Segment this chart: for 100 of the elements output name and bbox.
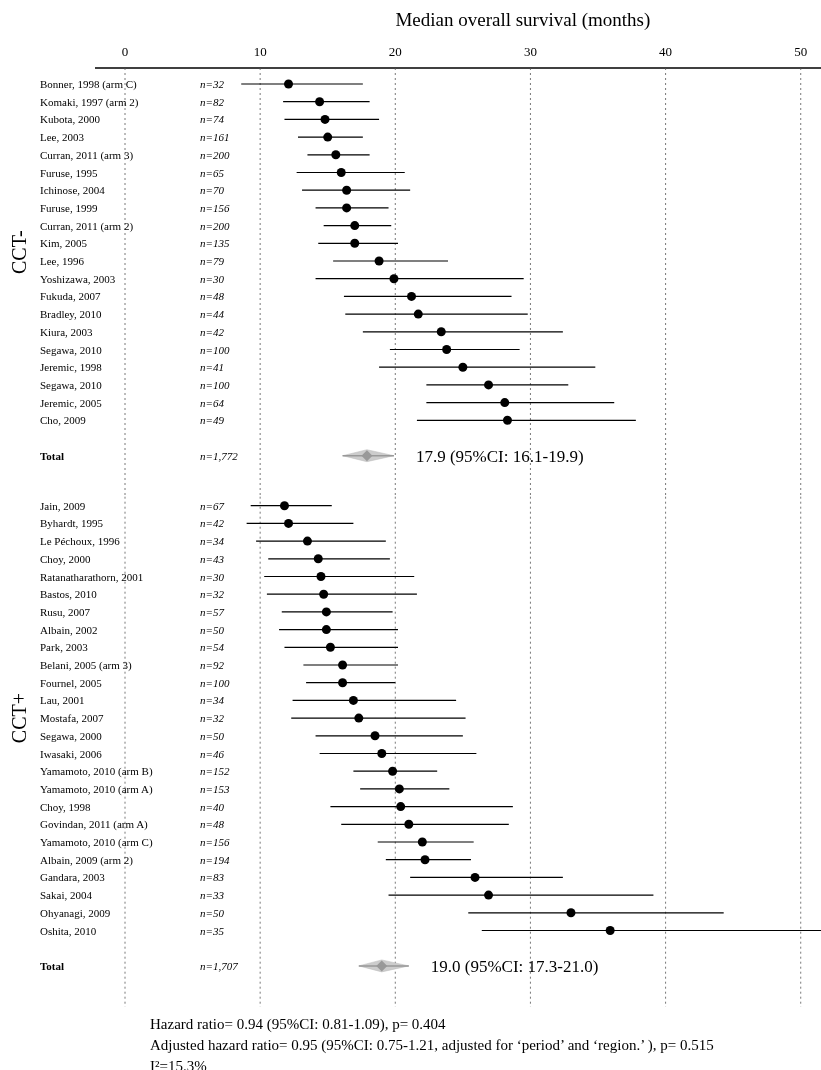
point <box>370 731 380 741</box>
y2-tick-label: n=34 <box>200 535 225 548</box>
y-tick-label: Total <box>40 449 65 462</box>
y2-tick-label: n=44 <box>200 308 225 321</box>
y-tick-label: Choy, 1998 <box>40 800 92 813</box>
point <box>350 221 360 231</box>
y-tick-label: Sakai, 2004 <box>40 889 93 902</box>
point <box>323 132 333 142</box>
x-tick-label: 50 <box>794 44 808 59</box>
y-tick-label: Lau, 2001 <box>40 694 85 707</box>
point <box>502 415 512 425</box>
y-tick-label: Yamamoto, 2010 (arm A) <box>40 782 153 796</box>
y-tick-label: Oshita, 2010 <box>40 924 97 937</box>
point <box>407 291 417 301</box>
y-tick-label: Iwasaki, 2006 <box>40 747 103 760</box>
y2-tick-label: n=57 <box>200 605 225 618</box>
y2-tick-label: n=70 <box>200 184 225 197</box>
y2-tick-label: n=74 <box>200 113 225 126</box>
y2-tick-label: n=1,707 <box>200 959 239 972</box>
y-tick-label: Lee, 2003 <box>40 131 85 144</box>
y-tick-label: Byhardt, 1995 <box>40 517 104 530</box>
y2-tick-label: n=30 <box>200 570 225 583</box>
x-tick-label: 0 <box>121 44 129 59</box>
y2-tick-label: n=43 <box>200 552 225 565</box>
data-label: 17.9 (95%CI: 16.1-19.9) <box>415 446 584 466</box>
y2-tick-label: n=135 <box>200 237 230 250</box>
y2-tick-label: n=67 <box>200 499 225 512</box>
y-tick-label: Ohyanagi, 2009 <box>40 906 111 919</box>
point <box>389 274 399 284</box>
y-tick-label: Lee, 1996 <box>40 255 85 267</box>
point <box>354 713 364 723</box>
y-tick-label: Yamamoto, 2010 (arm C) <box>40 836 153 849</box>
y2-tick-label: n=100 <box>200 343 230 356</box>
y2-tick-label: n=46 <box>200 747 225 760</box>
y-tick-label: Choy, 2000 <box>40 552 92 565</box>
y-tick-label: Kiura, 2003 <box>40 325 94 338</box>
y2-tick-label: n=50 <box>200 906 225 919</box>
y-tick-label: Furuse, 1995 <box>40 166 98 179</box>
x-tick-label: 30 <box>523 44 537 59</box>
y2-tick-label: n=194 <box>200 853 230 866</box>
point <box>350 238 360 248</box>
y-tick-label: Bastos, 2010 <box>40 588 98 601</box>
y2-tick-label: n=100 <box>200 676 230 689</box>
point <box>331 150 341 160</box>
y-tick-label: Mostafa, 2007 <box>40 712 105 725</box>
y-tick-label: Bradley, 2010 <box>40 308 103 321</box>
point <box>321 607 331 617</box>
y-tick-label: Fukuda, 2007 <box>40 290 101 303</box>
y2-tick-label: n=200 <box>200 148 230 161</box>
x-tick-label: 20 <box>388 44 402 59</box>
y2-tick-label: n=48 <box>200 290 225 303</box>
point <box>420 855 430 865</box>
y2-tick-label: n=82 <box>200 95 225 108</box>
point <box>321 625 331 635</box>
point <box>377 749 387 758</box>
y-tick-label: Albain, 2002 <box>40 623 98 636</box>
y-tick-label: Bonner, 1998 (arm C) <box>40 78 138 91</box>
y-tick-label: Jain, 2009 <box>40 499 86 512</box>
y-tick-label: Ichinose, 2004 <box>40 184 106 197</box>
y-tick-label: Curran, 2011 (arm 2) <box>40 219 134 233</box>
y2-tick-label: n=92 <box>200 659 225 671</box>
point <box>566 908 576 918</box>
y-tick-label: Curran, 2011 (arm 3) <box>40 148 134 162</box>
point <box>342 203 352 213</box>
y-axis-title: CCT+ <box>8 693 30 744</box>
point <box>413 309 423 319</box>
point <box>284 518 294 528</box>
y2-tick-label: n=34 <box>200 694 225 707</box>
point <box>396 802 406 812</box>
y2-tick-label: n=64 <box>200 396 225 409</box>
y-tick-label: Segawa, 2000 <box>40 729 103 742</box>
y2-tick-label: n=40 <box>200 800 225 813</box>
y2-tick-label: n=54 <box>200 641 225 654</box>
y-tick-label: Yamamoto, 2010 (arm B) <box>40 765 153 779</box>
y-tick-label: Fournel, 2005 <box>40 676 103 689</box>
point <box>284 79 294 89</box>
x-tick-label: 40 <box>659 44 673 59</box>
y2-tick-label: n=50 <box>200 623 225 636</box>
y-tick-label: Total <box>40 959 65 972</box>
y-tick-label: Park, 2003 <box>40 641 89 654</box>
y-tick-label: Kim, 2005 <box>40 237 88 250</box>
text: Adjusted hazard ratio= 0.95 (95%CI: 0.75-1.21, adjusted for ‘period’ and ‘region.’ ), p= 0.515 <box>150 1036 714 1054</box>
point <box>302 536 312 546</box>
point <box>394 784 404 794</box>
point <box>336 168 346 177</box>
point <box>458 362 468 372</box>
y2-tick-label: n=65 <box>200 166 225 179</box>
point <box>388 766 398 776</box>
y2-tick-label: n=32 <box>200 78 225 90</box>
y2-tick-label: n=32 <box>200 588 225 601</box>
point <box>500 398 510 408</box>
y2-tick-label: n=48 <box>200 818 225 831</box>
y-tick-label: Jeremic, 2005 <box>40 396 103 409</box>
y2-tick-label: n=49 <box>200 414 225 427</box>
point <box>320 114 330 124</box>
point <box>404 819 414 829</box>
y2-tick-label: n=42 <box>200 517 225 530</box>
point <box>374 256 384 266</box>
y2-tick-label: n=156 <box>200 836 230 848</box>
y-axis-title: CCT- <box>8 230 30 275</box>
